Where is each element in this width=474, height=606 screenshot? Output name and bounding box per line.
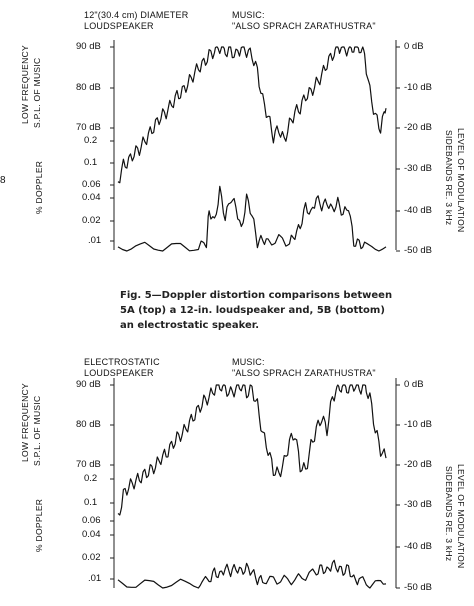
mod-tick-30: -30 dB xyxy=(404,163,432,174)
music-label-line2: "ALSO SPRACH ZARATHUSTRA" xyxy=(232,368,376,378)
spl-tick-80: 80 dB xyxy=(76,419,101,430)
music-label-line1: MUSIC: xyxy=(232,357,265,367)
mod-tick-20: -20 dB xyxy=(404,459,432,470)
mod-tick-10: -10 dB xyxy=(404,82,432,93)
speaker-label-line1: 12"(30.4 cm) DIAMETER xyxy=(84,10,189,20)
figure-caption: Fig. 5—Doppler distortion comparisons be… xyxy=(120,290,393,331)
spl-tick-90: 90 dB xyxy=(76,41,101,52)
music-label-line1: MUSIC: xyxy=(232,10,265,20)
mod-tick-50: -50 dB xyxy=(404,582,432,593)
music-label-line2: "ALSO SPRACH ZARATHUSTRA" xyxy=(232,21,376,31)
mod-tick-0: 0 dB xyxy=(404,41,424,52)
bottom-left-ticks xyxy=(110,384,114,580)
doppler-tick-0.1: 0.1 xyxy=(84,497,98,508)
speaker-label-line1: ELECTROSTATIC xyxy=(84,357,160,367)
speaker-label-line2: LOUDSPEAKER xyxy=(84,21,154,31)
series-layer xyxy=(117,46,387,589)
doppler-tick-0.2: 0.2 xyxy=(84,135,98,146)
spl-tick-70: 70 dB xyxy=(76,122,101,133)
mod-tick-30: -30 dB xyxy=(404,499,432,510)
spl-series-line-chart-2 xyxy=(117,384,387,516)
doppler-series-line-chart-2 xyxy=(117,559,387,589)
doppler-tick-0.01: .01 xyxy=(88,235,102,246)
doppler-series-line-chart-1 xyxy=(117,185,387,252)
spl-series-line-chart-1 xyxy=(117,46,387,184)
doppler-tick-0.02: 0.02 xyxy=(82,552,101,563)
mod-tick-40: -40 dB xyxy=(404,205,432,216)
mod-tick-0: 0 dB xyxy=(404,379,424,390)
mod-tick-10: -10 dB xyxy=(404,419,432,430)
doppler-tick-0.06: 0.06 xyxy=(82,515,101,526)
spl-tick-80: 80 dB xyxy=(76,82,101,93)
doppler-tick-0.01: .01 xyxy=(88,573,102,584)
bottom-right-ticks xyxy=(396,384,400,589)
margin-mark: 8 xyxy=(0,175,6,186)
doppler-tick-0.1: 0.1 xyxy=(84,157,98,168)
spl-tick-90: 90 dB xyxy=(76,379,101,390)
mod-tick-20: -20 dB xyxy=(404,122,432,133)
doppler-tick-0.04: 0.04 xyxy=(82,192,101,203)
top-left-ticks xyxy=(110,46,114,242)
top-right-ticks xyxy=(396,46,400,252)
mod-tick-50: -50 dB xyxy=(404,245,432,256)
spl-tick-70: 70 dB xyxy=(76,459,101,470)
doppler-tick-0.02: 0.02 xyxy=(82,215,101,226)
mod-tick-40: -40 dB xyxy=(404,541,432,552)
doppler-tick-0.06: 0.06 xyxy=(82,179,101,190)
speaker-label-line2: LOUDSPEAKER xyxy=(84,368,154,378)
doppler-tick-0.2: 0.2 xyxy=(84,473,98,484)
doppler-tick-0.04: 0.04 xyxy=(82,529,101,540)
